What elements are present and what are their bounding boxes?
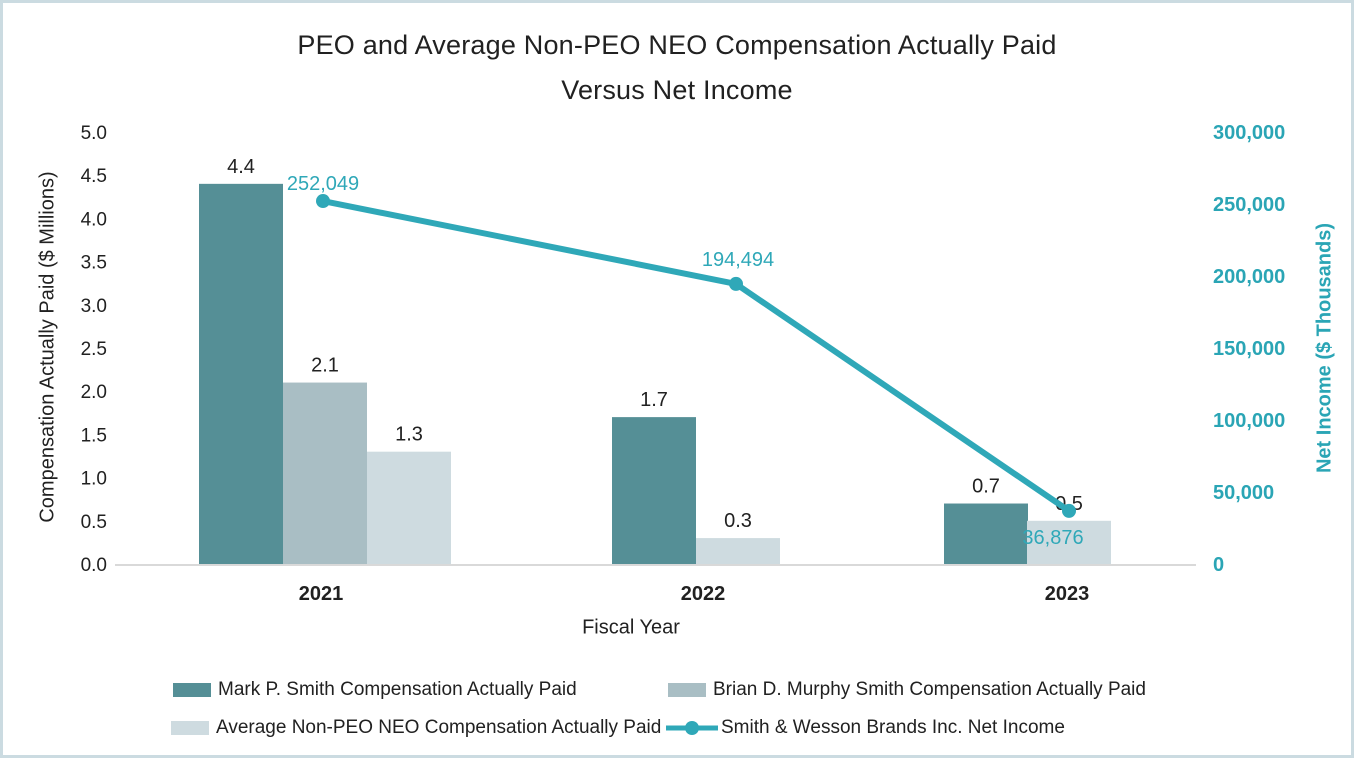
- legend-item-1: Brian D. Murphy Smith Compensation Actua…: [668, 679, 1146, 701]
- right-axis-tick-label: 0: [1213, 554, 1224, 576]
- legend-bar-swatch-icon: [668, 683, 706, 697]
- chart-title: PEO and Average Non-PEO NEO Compensation…: [3, 23, 1351, 113]
- line-value-label: 36,876: [1022, 527, 1083, 549]
- bar-2023-series0: [944, 503, 1028, 564]
- left-axis-tick-label: 0.0: [81, 555, 107, 576]
- x-axis-title: Fiscal Year: [582, 616, 680, 639]
- legend-label: Mark P. Smith Compensation Actually Paid: [218, 679, 577, 700]
- x-axis-category-label: 2023: [1045, 583, 1090, 605]
- bar-2022-series0: [612, 417, 696, 564]
- right-axis-tick-label: 300,000: [1213, 122, 1285, 144]
- legend-line-marker-dot: [685, 721, 699, 735]
- left-axis-tick-label: 4.0: [81, 209, 107, 230]
- line-value-label: 194,494: [702, 249, 774, 271]
- bar-2021-series2: [367, 451, 451, 564]
- legend-label: Brian D. Murphy Smith Compensation Actua…: [713, 679, 1146, 700]
- legend-item-2: Average Non-PEO NEO Compensation Actuall…: [171, 717, 661, 739]
- bar-value-label: 4.4: [227, 156, 255, 178]
- right-axis-tick-label: 200,000: [1213, 266, 1285, 288]
- bar-2023-series2: [1027, 520, 1111, 564]
- left-axis-tick-label: 2.0: [81, 382, 107, 403]
- left-axis-tick-label: 1.5: [81, 425, 107, 446]
- legend-line-marker-icon: [666, 721, 718, 735]
- bar-2021-series0: [199, 183, 283, 564]
- line-marker: [729, 276, 743, 291]
- bar-value-label: 0.3: [724, 510, 752, 532]
- left-axis-tick-label: 4.5: [81, 166, 107, 187]
- right-axis-tick-label: 150,000: [1213, 338, 1285, 360]
- legend-bar-swatch-icon: [173, 683, 211, 697]
- left-axis-tick-label: 5.0: [81, 123, 107, 144]
- line-marker: [1062, 503, 1076, 518]
- left-axis-tick-label: 0.5: [81, 512, 107, 533]
- bar-value-label: 1.7: [640, 389, 668, 411]
- left-axis-tick-label: 3.0: [81, 296, 107, 317]
- bar-2021-series1: [283, 382, 367, 564]
- x-axis-category-label: 2021: [299, 583, 344, 605]
- right-axis-tick-label: 250,000: [1213, 194, 1285, 216]
- legend-item-3: Smith & Wesson Brands Inc. Net Income: [666, 717, 1065, 739]
- bar-value-label: 2.1: [311, 355, 339, 377]
- bar-value-label: 0.7: [972, 476, 1000, 498]
- right-axis-tick-label: 100,000: [1213, 410, 1285, 432]
- legend-item-0: Mark P. Smith Compensation Actually Paid: [173, 679, 577, 701]
- line-marker: [316, 194, 330, 209]
- left-axis-tick-label: 2.5: [81, 339, 107, 360]
- bar-value-label: 1.3: [395, 424, 423, 446]
- chart-title-line2: Versus Net Income: [561, 75, 793, 105]
- left-axis-tick-label: 1.0: [81, 469, 107, 490]
- bar-2022-series2: [696, 538, 780, 564]
- chart-title-line1: PEO and Average Non-PEO NEO Compensation…: [297, 30, 1057, 60]
- left-axis-tick-label: 3.5: [81, 253, 107, 274]
- legend-bar-swatch-icon: [171, 721, 209, 735]
- right-axis-tick-label: 50,000: [1213, 482, 1274, 504]
- plot-area: 0.0 0.5 1.0 1.5 2.0 2.5 3.0 3.5 4.0 4.5 5.0 0 50,000…: [81, 122, 1286, 605]
- legend-label: Smith & Wesson Brands Inc. Net Income: [721, 717, 1065, 738]
- x-axis-category-label: 2022: [681, 583, 726, 605]
- legend-label: Average Non-PEO NEO Compensation Actuall…: [216, 717, 662, 738]
- line-value-label: 252,049: [287, 173, 359, 195]
